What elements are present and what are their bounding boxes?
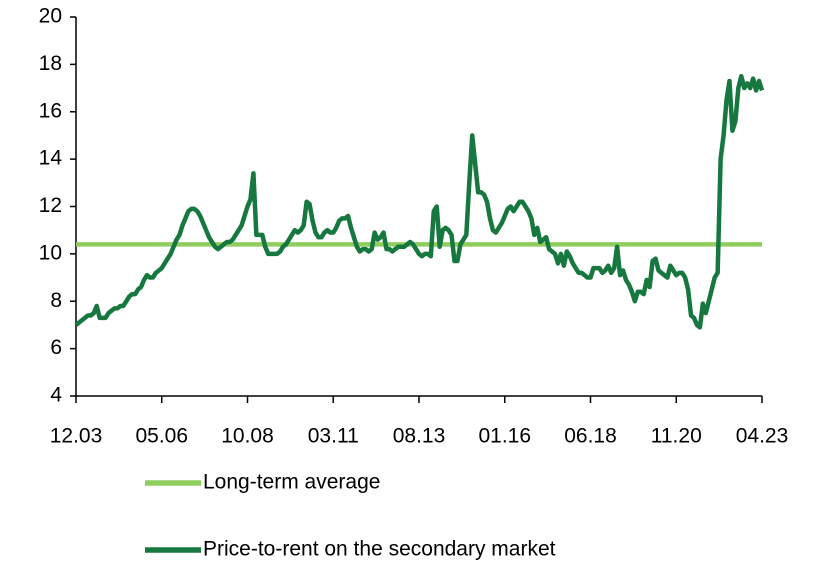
series-line — [74, 73, 765, 330]
x-tick-label: 06.18 — [564, 425, 617, 448]
y-tick-label: 6 — [50, 336, 62, 359]
x-tick-label: 11.20 — [651, 425, 702, 448]
x-tick-label: 08.13 — [393, 425, 446, 448]
y-tick-label: 8 — [50, 289, 62, 312]
x-tick-label: 01.16 — [478, 425, 531, 448]
legend-label: Price-to-rent on the secondary market — [203, 538, 556, 561]
y-tick-label: 16 — [39, 99, 62, 122]
x-tick-label: 05.06 — [135, 425, 188, 448]
x-tick-label: 10.08 — [221, 425, 274, 448]
legend-label: Long-term average — [203, 471, 380, 494]
x-tick-label: 03.11 — [308, 425, 359, 448]
y-tick-label: 14 — [39, 147, 63, 170]
y-tick-label: 18 — [39, 52, 62, 75]
y-tick-label: 10 — [39, 241, 62, 264]
x-tick-label: 12.03 — [50, 425, 103, 448]
x-tick-label: 04.23 — [736, 425, 789, 448]
y-tick-label: 20 — [39, 5, 62, 28]
y-tick-label: 12 — [39, 194, 62, 217]
y-tick-label: 4 — [50, 384, 62, 407]
